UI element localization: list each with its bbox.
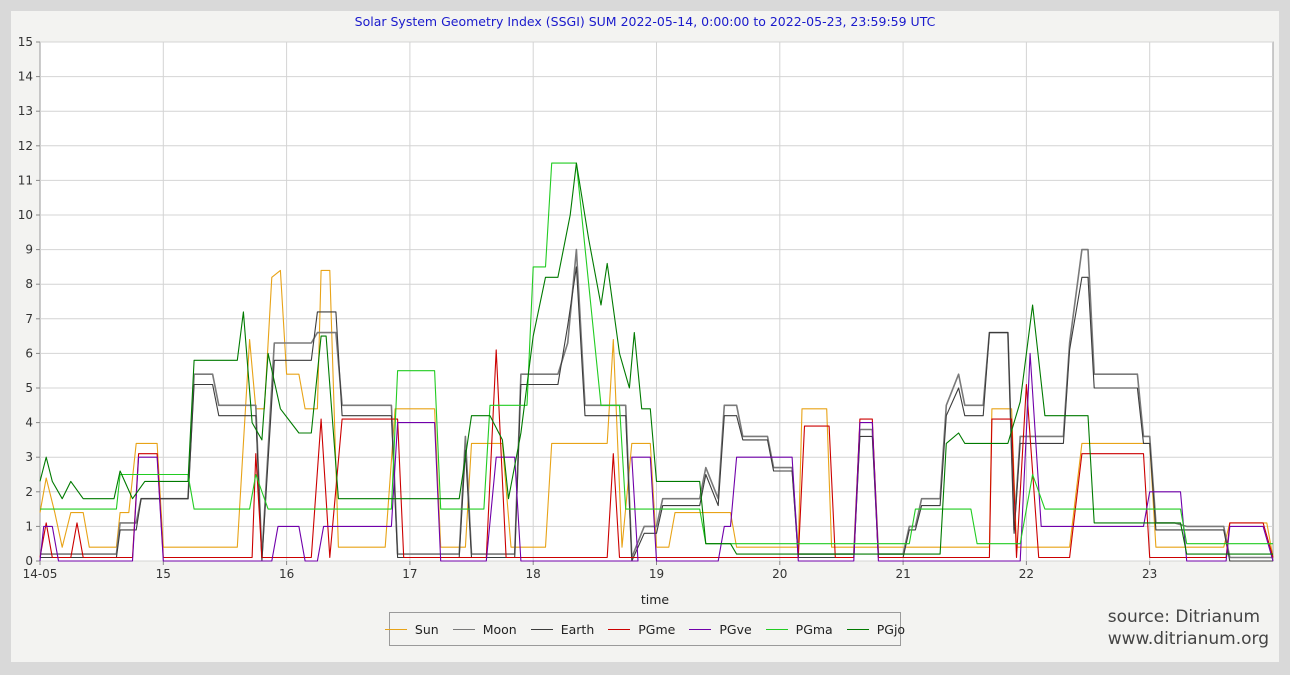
series-line-earth (40, 266, 1273, 562)
y-tick-label: 6 (25, 346, 33, 360)
y-tick-label: 9 (25, 243, 33, 257)
x-tick-label: 22 (1019, 567, 1034, 581)
chart-svg: Solar System Geometry Index (SSGI) SUM 2… (18, 14, 1274, 607)
legend-item-earth: Earth (530, 621, 595, 637)
source-credit: source: Ditrianum www.ditrianum.org (1108, 606, 1269, 650)
y-tick-label: 3 (25, 450, 33, 464)
y-tick-label: 0 (25, 554, 33, 568)
y-tick-label: 2 (25, 485, 33, 499)
legend-swatch (608, 628, 631, 630)
legend-label: PGme (638, 621, 676, 637)
y-tick-label: 15 (18, 35, 33, 49)
source-url: www.ditrianum.org (1107, 629, 1269, 649)
y-tick-label: 1 (25, 519, 33, 533)
y-tick-label: 14 (18, 70, 33, 84)
legend-swatch (689, 628, 712, 630)
legend-label: PGve (719, 621, 752, 637)
series-line-pgjo (39, 162, 1273, 555)
x-axis-label: time (641, 592, 670, 607)
legend-label: PGjo (876, 621, 906, 637)
y-tick-label: 11 (18, 173, 33, 187)
legend-item-sun: Sun (384, 621, 439, 637)
y-tick-label: 7 (25, 312, 33, 326)
y-tick-label: 4 (25, 416, 33, 430)
y-tick-label: 12 (18, 139, 33, 153)
series-line-pgve (39, 352, 1274, 562)
legend-swatch (452, 628, 475, 630)
legend-item-moon: Moon (452, 621, 517, 637)
legend-label: Moon (482, 621, 517, 637)
legend-swatch (765, 628, 788, 630)
legend-swatch (384, 628, 407, 630)
legend-swatch (846, 628, 869, 630)
source-line: source: Ditrianum (1107, 607, 1261, 627)
x-tick-label: 20 (772, 567, 787, 581)
series-lines (39, 162, 1274, 562)
legend-label: Sun (414, 621, 439, 637)
chart-title: Solar System Geometry Index (SSGI) SUM 2… (355, 14, 936, 29)
legend-label: Earth (560, 621, 595, 637)
series-line-pgme (39, 349, 1274, 559)
legend-item-pgme: PGme (608, 622, 675, 637)
y-tick-label: 10 (18, 208, 33, 222)
x-tick-label: 14-05 (23, 567, 58, 581)
x-tick-label: 18 (526, 567, 541, 581)
legend-item-pgma: PGma (765, 621, 833, 637)
y-tick-label: 5 (25, 381, 33, 395)
x-tick-label: 23 (1142, 567, 1157, 581)
legend-item-pgjo: PGjo (846, 621, 906, 637)
y-tick-label: 8 (25, 277, 33, 291)
x-tick-label: 21 (895, 567, 910, 581)
x-tick-label: 16 (279, 567, 294, 581)
legend-item-pgve: PGve (689, 621, 752, 637)
x-tick-label: 19 (649, 567, 664, 581)
chart-frame: Solar System Geometry Index (SSGI) SUM 2… (11, 11, 1279, 662)
x-axis: 14-05 15 16 17 18 19 20 21 22 23 (23, 561, 1157, 581)
y-tick-label: 13 (18, 104, 33, 118)
legend-label: PGma (795, 621, 833, 637)
x-tick-label: 17 (402, 567, 417, 581)
x-tick-label: 15 (156, 567, 171, 581)
legend: Sun Moon Earth PGme PGve PGma PGjo (384, 612, 905, 646)
legend-swatch (530, 628, 553, 630)
